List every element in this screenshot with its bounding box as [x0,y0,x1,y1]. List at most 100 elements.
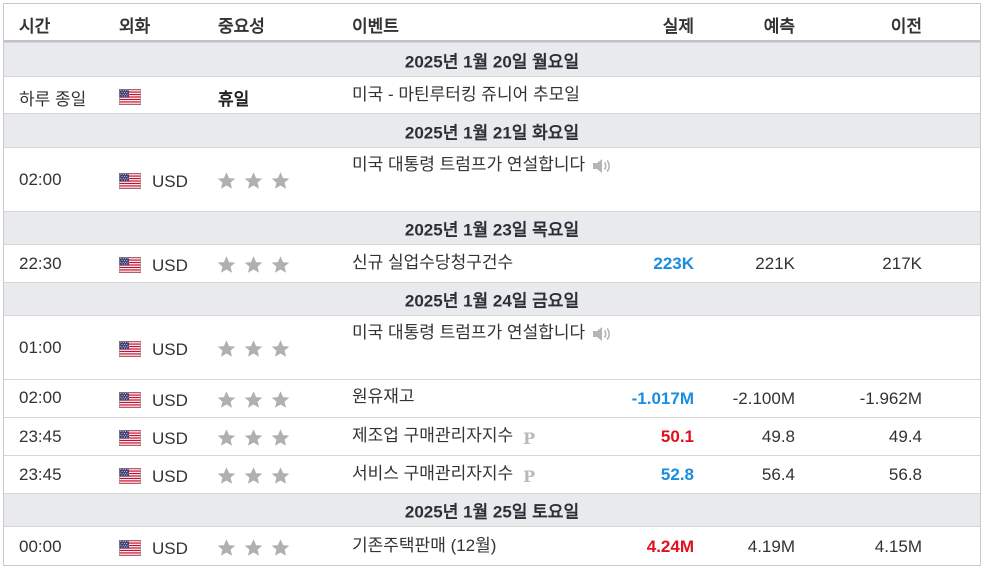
importance-stars [216,466,291,486]
preliminary-badge: P [523,429,536,448]
star-icon [216,255,237,275]
header-event[interactable]: 이벤트 [352,17,399,36]
forecast-value: 56.4 [761,465,795,484]
table-row[interactable]: 23:45 USD 제조업 구매관리자지수 P 50.1 49.8 49.4 [4,417,980,455]
table-row[interactable]: 02:00 USD 미국 대통령 트럼프가 연설합니다 [4,147,980,211]
actual-value: 4.24M [646,537,694,556]
table-row[interactable]: 23:45 USD 서비스 구매관리자지수 P 52.8 56.4 56.8 [4,455,980,493]
forecast-value: 4.19M [747,537,795,556]
header-previous[interactable]: 이전 [890,17,922,36]
currency-code: USD [152,256,188,275]
importance-stars [216,339,291,359]
event-name[interactable]: 서비스 구매관리자지수 [352,464,514,483]
star-icon [270,390,291,410]
currency-code: USD [152,340,188,359]
event-name[interactable]: 기존주택판매 (12월) [352,536,497,555]
importance-stars [216,538,291,558]
speaker-icon[interactable] [591,157,611,175]
currency-code: USD [152,429,188,448]
us-flag-icon [119,540,141,556]
date-row: 2025년 1월 23일 목요일 [4,211,980,244]
star-icon [243,390,264,410]
star-icon [216,339,237,359]
star-icon [243,171,264,191]
event-cell: 제조업 구매관리자지수 P [352,422,622,450]
holiday-label: 휴일 [218,90,250,109]
table-row[interactable]: 하루 종일 휴일 미국 - 마틴루터킹 쥬니어 추모일 [4,76,980,113]
event-time: 01:00 [19,338,62,357]
us-flag-icon [119,392,141,408]
actual-value: 223K [653,254,694,273]
event-time: 23:45 [19,465,62,484]
currency-code: USD [152,391,188,410]
star-icon [243,339,264,359]
star-icon [216,428,237,448]
star-icon [270,538,291,558]
date-label: 2025년 1월 24일 금요일 [404,291,580,311]
economic-calendar-table: 시간 외화 중요성 이벤트 실제 예측 이전 2025년 1월 20일 월요일 … [3,3,981,566]
actual-value: 52.8 [660,465,694,484]
us-flag-icon [119,468,141,484]
star-icon [216,466,237,486]
star-icon [243,255,264,275]
header-importance[interactable]: 중요성 [218,17,265,36]
currency-code: USD [152,172,188,191]
date-row: 2025년 1월 20일 월요일 [4,42,980,76]
event-name[interactable]: 미국 - 마틴루터킹 쥬니어 추모일 [352,85,580,104]
importance-stars [216,255,291,275]
event-cell: 미국 대통령 트럼프가 연설합니다 [352,151,622,179]
event-name[interactable]: 원유재고 [352,387,415,406]
event-time: 하루 종일 [19,90,87,109]
event-name[interactable]: 미국 대통령 트럼프가 연설합니다 [352,323,586,342]
date-row: 2025년 1월 21일 화요일 [4,113,980,147]
previous-value: 49.4 [888,427,922,446]
table-row[interactable]: 22:30 USD 신규 실업수당청구건수 223K 221K 217K [4,244,980,282]
date-label: 2025년 1월 21일 화요일 [404,123,580,142]
event-cell: 서비스 구매관리자지수 P [352,460,622,488]
star-icon [243,466,264,486]
event-time: 00:00 [19,537,62,556]
forecast-value: 49.8 [761,427,795,446]
previous-value: -1.962M [859,389,922,408]
header-forecast[interactable]: 예측 [763,17,795,36]
actual-value: 50.1 [660,427,694,446]
date-row: 2025년 1월 25일 토요일 [4,493,980,526]
date-label: 2025년 1월 25일 토요일 [404,502,580,522]
header-currency[interactable]: 외화 [119,17,151,36]
star-icon [270,466,291,486]
header-actual[interactable]: 실제 [662,17,694,36]
table-row[interactable]: 02:00 USD 원유재고 -1.017M -2.100M -1.962M [4,379,980,417]
currency-code: USD [152,539,188,558]
event-time: 02:00 [19,170,62,189]
forecast-value: 221K [755,254,795,273]
star-icon [216,171,237,191]
event-name[interactable]: 제조업 구매관리자지수 [352,426,514,445]
star-icon [270,339,291,359]
star-icon [270,255,291,275]
table-row[interactable]: 00:00 USD 기존주택판매 (12월) 4.24M 4.19M 4.15M [4,526,980,565]
event-time: 23:45 [19,427,62,446]
preliminary-badge: P [523,467,536,486]
table-row[interactable]: 01:00 USD 미국 대통령 트럼프가 연설합니다 [4,315,980,379]
us-flag-icon [119,257,141,273]
speaker-icon[interactable] [591,325,611,343]
event-name[interactable]: 미국 대통령 트럼프가 연설합니다 [352,155,586,174]
star-icon [270,171,291,191]
star-icon [270,428,291,448]
event-name[interactable]: 신규 실업수당청구건수 [352,253,514,272]
us-flag-icon [119,89,141,105]
event-time: 02:00 [19,388,62,407]
star-icon [243,428,264,448]
star-icon [216,390,237,410]
importance-stars [216,390,291,410]
previous-value: 217K [882,254,922,273]
date-row: 2025년 1월 24일 금요일 [4,282,980,315]
event-cell: 미국 대통령 트럼프가 연설합니다 [352,319,622,347]
star-icon [216,538,237,558]
date-label: 2025년 1월 20일 월요일 [404,52,580,71]
previous-value: 4.15M [874,537,922,556]
us-flag-icon [119,173,141,189]
us-flag-icon [119,430,141,446]
table-header: 시간 외화 중요성 이벤트 실제 예측 이전 [4,4,980,42]
header-time[interactable]: 시간 [19,17,51,36]
